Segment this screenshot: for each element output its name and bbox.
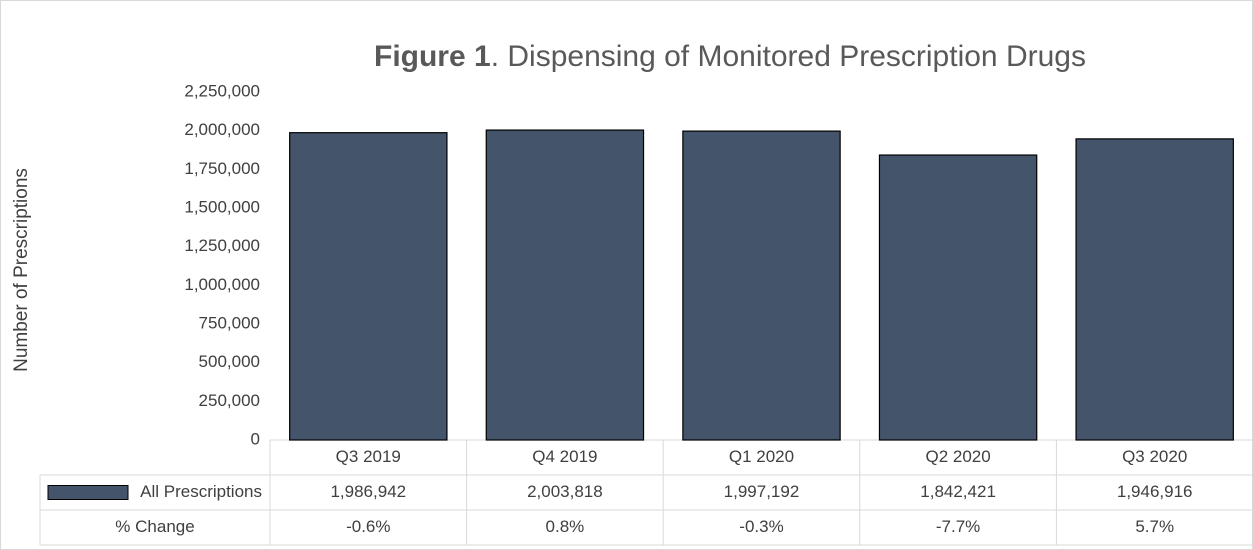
- y-tick-label: 1,500,000: [184, 197, 260, 216]
- row-label: % Change: [115, 517, 194, 536]
- table-value: 1,946,916: [1117, 482, 1193, 501]
- x-tick-label: Q1 2020: [729, 447, 794, 466]
- change-value: -0.3%: [739, 517, 783, 536]
- change-value: -7.7%: [936, 517, 980, 536]
- bar: [485, 129, 645, 441]
- legend-label: All Prescriptions: [140, 482, 262, 501]
- y-tick-label: 1,250,000: [184, 236, 260, 255]
- legend-swatch: [47, 485, 129, 500]
- bar: [289, 132, 448, 441]
- change-value: 5.7%: [1135, 517, 1174, 536]
- y-tick-label: 2,250,000: [184, 81, 260, 100]
- table-value: 1,842,421: [920, 482, 996, 501]
- y-tick-label: 750,000: [199, 313, 260, 332]
- y-tick-label: 250,000: [199, 391, 260, 410]
- bar: [1075, 138, 1234, 441]
- y-tick-label: 1,750,000: [184, 159, 260, 178]
- x-tick-label: Q3 2020: [1122, 447, 1187, 466]
- bar: [682, 130, 841, 441]
- y-axis-label: Number of Prescriptions: [11, 168, 32, 372]
- y-tick-label: 1,000,000: [184, 275, 260, 294]
- chart-title: Figure 1. Dispensing of Monitored Prescr…: [374, 40, 1086, 73]
- table-value: 2,003,818: [527, 482, 603, 501]
- x-tick-label: Q4 2019: [532, 447, 597, 466]
- table-value: 1,997,192: [724, 482, 800, 501]
- x-tick-label: Q2 2020: [925, 447, 990, 466]
- y-tick-label: 500,000: [199, 352, 260, 371]
- change-value: 0.8%: [546, 517, 585, 536]
- y-tick-label: 0: [251, 429, 260, 448]
- table-value: 1,986,942: [330, 482, 406, 501]
- title-rest: . Dispensing of Monitored Prescription D…: [491, 40, 1086, 73]
- change-value: -0.6%: [346, 517, 390, 536]
- bar: [878, 154, 1038, 441]
- x-tick-label: Q3 2019: [336, 447, 401, 466]
- title-bold: Figure 1: [374, 40, 491, 73]
- y-tick-label: 2,000,000: [184, 120, 260, 139]
